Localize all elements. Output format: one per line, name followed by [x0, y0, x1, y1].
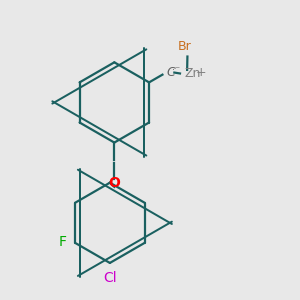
Text: +: + — [196, 66, 207, 79]
Text: Cl: Cl — [103, 271, 117, 285]
Text: Zn: Zn — [185, 67, 201, 80]
Text: ·⁻: ·⁻ — [172, 65, 180, 76]
Text: O: O — [108, 176, 120, 190]
Text: F: F — [59, 235, 67, 249]
Text: Br: Br — [178, 40, 192, 53]
Text: C: C — [167, 66, 176, 79]
